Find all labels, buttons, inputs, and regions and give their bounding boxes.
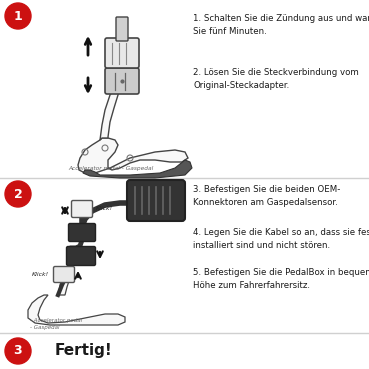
FancyBboxPatch shape	[72, 200, 93, 217]
FancyBboxPatch shape	[66, 246, 96, 266]
Text: - Accelerator pedal
- Gaspedal: - Accelerator pedal - Gaspedal	[30, 318, 82, 330]
FancyBboxPatch shape	[127, 180, 185, 221]
Polygon shape	[58, 268, 73, 295]
Polygon shape	[100, 86, 120, 140]
Text: Fertig!: Fertig!	[55, 344, 113, 359]
Text: 2: 2	[14, 187, 23, 200]
Circle shape	[5, 181, 31, 207]
Text: 3: 3	[14, 345, 22, 358]
Text: 3. Befestigen Sie die beiden OEM-
Konnektoren am Gaspedalsensor.: 3. Befestigen Sie die beiden OEM- Konnek…	[193, 185, 340, 207]
FancyBboxPatch shape	[105, 38, 139, 68]
Text: Accelerator pedal - Gaspedal: Accelerator pedal - Gaspedal	[68, 166, 153, 171]
Text: 1. Schalten Sie die Zündung aus und warten
Sie fünf Minuten.: 1. Schalten Sie die Zündung aus und wart…	[193, 14, 369, 36]
Text: Klick!: Klick!	[96, 207, 113, 211]
Text: 4. Legen Sie die Kabel so an, dass sie fest
installiert sind und nicht stören.: 4. Legen Sie die Kabel so an, dass sie f…	[193, 228, 369, 250]
Circle shape	[5, 338, 31, 364]
Polygon shape	[83, 160, 192, 178]
FancyBboxPatch shape	[116, 17, 128, 41]
Text: 1: 1	[14, 10, 23, 23]
FancyBboxPatch shape	[54, 266, 75, 283]
FancyBboxPatch shape	[105, 68, 139, 94]
FancyBboxPatch shape	[69, 224, 96, 241]
Circle shape	[5, 3, 31, 29]
Text: 2. Lösen Sie die Steckverbindung vom
Original-Steckadapter.: 2. Lösen Sie die Steckverbindung vom Ori…	[193, 68, 359, 90]
Polygon shape	[78, 138, 188, 173]
Text: 5. Befestigen Sie die PedalBox in bequemer
Höhe zum Fahrerfahrersitz.: 5. Befestigen Sie die PedalBox in bequem…	[193, 268, 369, 290]
Text: Klick!: Klick!	[32, 272, 49, 276]
Polygon shape	[28, 295, 125, 325]
